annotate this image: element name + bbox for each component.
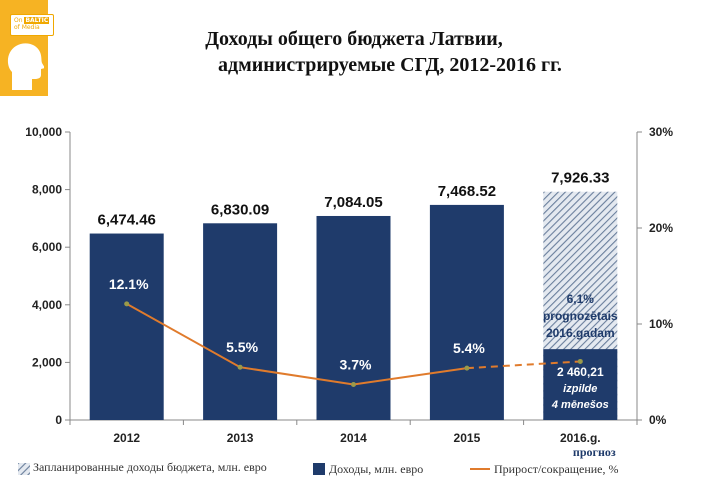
x-tick-label: 2015 xyxy=(454,431,481,445)
chart-title-line2: администрируемые СГД, 2012-2016 гг. xyxy=(218,54,562,76)
logo-line1: BALTIC xyxy=(24,17,50,24)
bar-value-label: 7,084.05 xyxy=(324,194,382,211)
y-left-tick-label: 0 xyxy=(55,413,62,427)
x-tick-sublabel: прогноз xyxy=(573,445,616,459)
y-right-tick-label: 0% xyxy=(649,413,667,427)
y-right-tick-label: 10% xyxy=(649,317,673,331)
growth-point xyxy=(577,358,583,364)
brand-logo: On BALTIC of Media xyxy=(0,0,54,96)
legend-planned: Запланированные доходы бюджета, млн. евр… xyxy=(33,460,267,474)
growth-value-label: 3.7% xyxy=(340,356,372,372)
logo-line2: of Media xyxy=(14,24,40,31)
growth-line-forecast xyxy=(466,360,581,370)
bar-value-label: 7,468.52 xyxy=(438,183,496,200)
y-left-tick-label: 2,000 xyxy=(32,355,62,369)
y-left-tick-label: 4,000 xyxy=(32,298,62,312)
bar-revenue xyxy=(203,223,278,420)
legend-swatch-revenue xyxy=(313,463,325,475)
legend-swatch-planned xyxy=(18,463,30,475)
y-left-tick-label: 8,000 xyxy=(32,183,62,197)
head-silhouette-icon xyxy=(7,43,44,90)
x-tick-label: 2016.g. xyxy=(560,431,601,445)
bar-revenue xyxy=(429,204,504,420)
y-left-tick-label: 6,000 xyxy=(32,240,62,254)
y-right-tick-label: 20% xyxy=(649,221,673,235)
growth-point xyxy=(237,364,243,370)
bar-value-label: 6,474.46 xyxy=(98,212,156,229)
x-tick-label: 2013 xyxy=(227,431,254,445)
x-tick-label: 2012 xyxy=(113,431,140,445)
logo-prefix: On xyxy=(14,17,23,24)
bar-value-label: 6,830.09 xyxy=(211,201,269,218)
x-tick-label: 2014 xyxy=(340,431,367,445)
y-left-tick-label: 10,000 xyxy=(25,125,62,139)
legend-growth: Прирост/сокращение, % xyxy=(494,462,619,476)
growth-value-label: 12.1% xyxy=(109,276,149,292)
actual-label-line: izpilde xyxy=(563,383,597,395)
actual-label-line: 2 460,21 xyxy=(557,365,604,379)
bar-revenue xyxy=(89,233,164,420)
growth-point xyxy=(464,365,470,371)
actual-label-line: 4 mēnešos xyxy=(551,399,609,411)
legend-revenue: Доходы, млн. евро xyxy=(329,462,424,476)
forecast-label-line: 2016.gadam xyxy=(546,326,615,340)
growth-line xyxy=(126,302,468,386)
forecast-label-line: 6,1% xyxy=(567,292,595,306)
growth-value-label: 5.4% xyxy=(453,340,485,356)
growth-value-label: 5.5% xyxy=(226,339,258,355)
forecast-label-line: prognozētais xyxy=(543,309,618,323)
chart-title-line1: Доходы общего бюджета Латвии, xyxy=(205,28,503,50)
growth-point xyxy=(124,301,130,307)
logo-badge: On BALTIC of Media xyxy=(10,14,54,36)
growth-point xyxy=(351,381,356,387)
bar-value-label: 7,926.33 xyxy=(551,170,609,187)
y-right-tick-label: 30% xyxy=(649,125,673,139)
